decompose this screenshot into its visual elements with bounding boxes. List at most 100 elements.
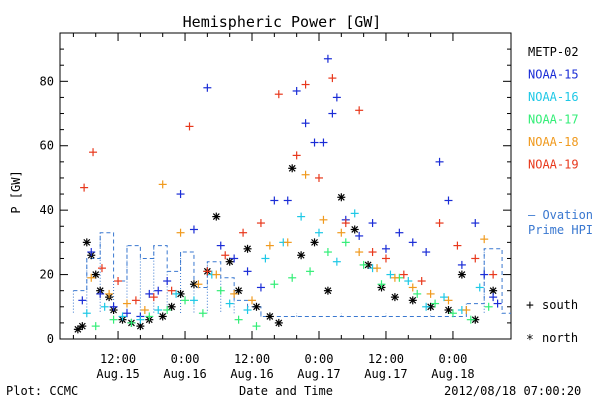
data-point-noaa-17	[163, 306, 172, 315]
data-point-noaa-16	[332, 257, 341, 266]
data-point-noaa-15	[332, 93, 341, 102]
data-point-noaa-18	[87, 273, 96, 282]
data-point-noaa-19	[417, 277, 426, 286]
data-point-noaa-15	[203, 83, 212, 92]
data-point-noaa-15	[270, 196, 279, 205]
data-point-metp-02	[225, 257, 234, 266]
data-point-noaa-19	[203, 267, 212, 276]
data-point-noaa-17	[288, 273, 297, 282]
data-point-noaa-17	[252, 322, 261, 331]
data-point-noaa-18	[390, 273, 399, 282]
data-point-noaa-17	[198, 309, 207, 318]
data-point-noaa-17	[323, 248, 332, 257]
data-point-noaa-17	[145, 312, 154, 321]
x-tick-date: Aug.17	[297, 367, 340, 381]
data-point-noaa-15	[78, 296, 87, 305]
data-point-noaa-15	[230, 254, 239, 263]
south-marker-symbol: +	[526, 298, 534, 313]
data-point-noaa-15	[381, 244, 390, 253]
data-point-noaa-16	[350, 209, 359, 218]
data-point-noaa-18	[122, 299, 131, 308]
data-point-noaa-15	[435, 157, 444, 166]
data-point-metp-02	[323, 286, 332, 295]
data-point-noaa-17	[431, 299, 440, 308]
data-point-noaa-19	[435, 219, 444, 228]
legend-entry-noaa-17: NOAA-17	[528, 113, 579, 127]
x-tick-date: Aug.15	[96, 367, 139, 381]
data-point-noaa-16	[297, 212, 306, 221]
legend-entry-noaa-19: NOAA-19	[528, 158, 579, 172]
data-point-noaa-19	[489, 270, 498, 279]
data-point-noaa-16	[225, 299, 234, 308]
data-point-noaa-19	[341, 219, 350, 228]
ovation-legend-line1: — Ovation	[528, 208, 593, 222]
y-axis: 0 20 40 60 80	[40, 48, 511, 346]
chart-title: Hemispheric Power [GW]	[183, 13, 382, 31]
data-point-noaa-18	[337, 228, 346, 237]
data-point-metp-02	[274, 318, 283, 327]
x-tick-time: 12:00	[100, 352, 136, 366]
plot-frame	[59, 32, 512, 340]
north-marker-label: north	[542, 331, 578, 345]
data-point-metp-02	[91, 270, 100, 279]
data-point-noaa-15	[163, 277, 172, 286]
data-point-metp-02	[136, 322, 145, 331]
data-point-noaa-16	[404, 277, 413, 286]
data-point-noaa-15	[96, 289, 105, 298]
data-point-noaa-15	[319, 138, 328, 147]
data-point-noaa-16	[261, 254, 270, 263]
data-point-metp-02	[350, 225, 359, 234]
y-tick-label: 80	[40, 74, 54, 88]
data-point-noaa-15	[243, 267, 252, 276]
x-tick-time: 0:00	[171, 352, 200, 366]
data-point-noaa-19	[274, 90, 283, 99]
data-point-noaa-16	[243, 306, 252, 315]
data-point-noaa-18	[265, 241, 274, 250]
x-tick-time: 12:00	[234, 352, 270, 366]
data-point-noaa-19	[239, 228, 248, 237]
data-point-noaa-15	[328, 109, 337, 118]
data-point-metp-02	[444, 306, 453, 315]
plot-credit: Plot: CCMC	[6, 384, 78, 398]
data-point-noaa-19	[131, 296, 140, 305]
data-point-noaa-16	[136, 315, 145, 324]
data-point-noaa-15	[176, 190, 185, 199]
data-point-noaa-19	[368, 248, 377, 257]
data-point-metp-02	[252, 302, 261, 311]
data-point-metp-02	[212, 212, 221, 221]
data-point-noaa-17	[216, 286, 225, 295]
ovation-legend-line2: Prime HPI	[528, 223, 593, 237]
data-point-noaa-18	[140, 306, 149, 315]
data-point-metp-02	[78, 322, 87, 331]
data-point-noaa-15	[154, 286, 163, 295]
data-point-metp-02	[288, 164, 297, 173]
data-point-metp-02	[297, 251, 306, 260]
data-point-metp-02	[189, 280, 198, 289]
y-tick-label: 0	[47, 332, 54, 346]
data-point-noaa-18	[230, 289, 239, 298]
x-tick-time: 12:00	[368, 352, 404, 366]
data-point-noaa-19	[97, 264, 106, 273]
data-point-noaa-16	[118, 312, 127, 321]
data-point-noaa-17	[484, 302, 493, 311]
x-tick-time: 0:00	[438, 352, 467, 366]
data-point-noaa-19	[381, 254, 390, 263]
data-point-noaa-18	[176, 228, 185, 237]
data-point-noaa-19	[453, 241, 462, 250]
data-point-noaa-18	[194, 280, 203, 289]
data-point-noaa-15	[256, 283, 265, 292]
data-point-noaa-15	[368, 219, 377, 228]
data-point-noaa-19	[471, 254, 480, 263]
data-point-metp-02	[167, 302, 176, 311]
data-point-noaa-18	[480, 235, 489, 244]
data-point-noaa-18	[105, 289, 114, 298]
data-point-noaa-17	[413, 289, 422, 298]
marker-legend: + south * north	[526, 298, 578, 348]
data-point-metp-02	[310, 238, 319, 247]
x-axis: 12:00Aug.150:00Aug.1612:00Aug.160:00Aug.…	[72, 33, 475, 381]
x-tick-date: Aug.16	[163, 367, 206, 381]
data-point-metp-02	[265, 312, 274, 321]
data-markers	[73, 54, 502, 334]
data-point-noaa-18	[301, 170, 310, 179]
